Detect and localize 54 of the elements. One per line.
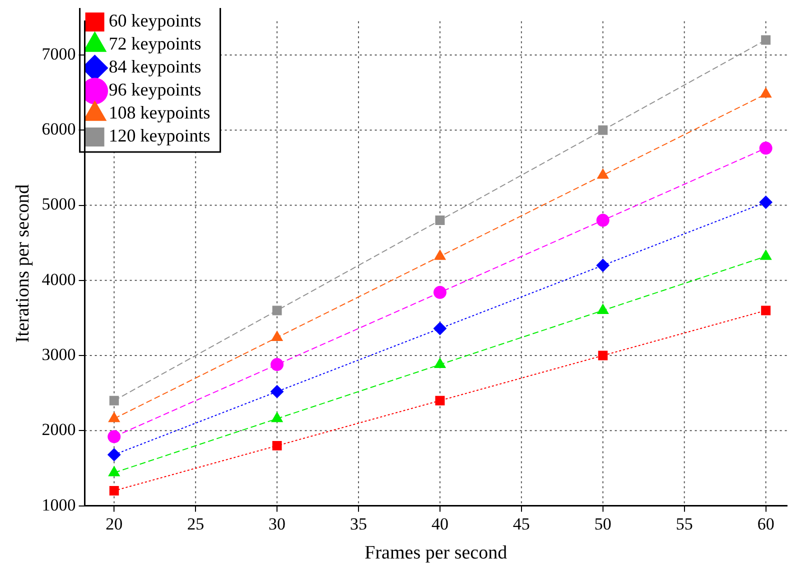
point — [270, 385, 284, 398]
point — [435, 396, 445, 406]
point — [760, 250, 772, 260]
point — [761, 306, 771, 316]
point — [109, 396, 119, 406]
point — [759, 196, 772, 209]
x-tick-label: 35 — [350, 514, 368, 534]
point — [433, 322, 446, 335]
point — [596, 258, 610, 272]
point — [761, 35, 771, 45]
y-tick-label: 6000 — [42, 120, 76, 139]
point — [434, 358, 446, 368]
point — [596, 214, 610, 227]
point — [108, 466, 120, 476]
legend-label: 72 keypoints — [108, 34, 202, 54]
point — [433, 286, 446, 299]
y-tick-label: 3000 — [42, 345, 76, 364]
x-tick-label: 45 — [512, 514, 530, 534]
legend-label: 60 keypoints — [108, 10, 202, 31]
x-tick-label: 60 — [757, 514, 774, 534]
x-tick-label: 25 — [187, 514, 204, 534]
point — [597, 304, 609, 314]
point — [108, 448, 121, 462]
y-tick-label: 1000 — [42, 495, 76, 514]
point — [760, 88, 772, 98]
legend-label: 120 keypoints — [108, 126, 210, 146]
point — [597, 168, 609, 179]
y-tick-label: 4000 — [42, 270, 76, 289]
y-tick-label: 7000 — [42, 44, 76, 64]
point — [435, 216, 445, 226]
point — [598, 125, 608, 135]
point — [759, 142, 772, 155]
point — [598, 350, 608, 360]
x-tick-label: 40 — [431, 514, 448, 534]
legend-label: 108 keypoints — [108, 102, 210, 123]
x-axis-title: Frames per second — [364, 542, 508, 564]
point — [434, 250, 446, 260]
point — [272, 440, 282, 450]
x-tick-label: 50 — [594, 514, 612, 534]
x-tick-label: 20 — [106, 514, 123, 534]
y-tick-label: 2000 — [42, 420, 76, 440]
point — [271, 412, 283, 422]
point — [270, 358, 284, 372]
x-tick-label: 30 — [268, 514, 286, 534]
point — [108, 412, 120, 422]
legend-label: 96 keypoints — [108, 80, 202, 100]
point — [109, 486, 119, 496]
point — [271, 331, 283, 342]
y-axis-title: Iterations per second — [12, 184, 34, 343]
x-tick-label: 55 — [676, 514, 693, 534]
point — [272, 306, 282, 316]
legend-label: 84 keypoints — [108, 56, 202, 77]
point — [108, 430, 121, 444]
y-tick-label: 5000 — [42, 194, 76, 214]
